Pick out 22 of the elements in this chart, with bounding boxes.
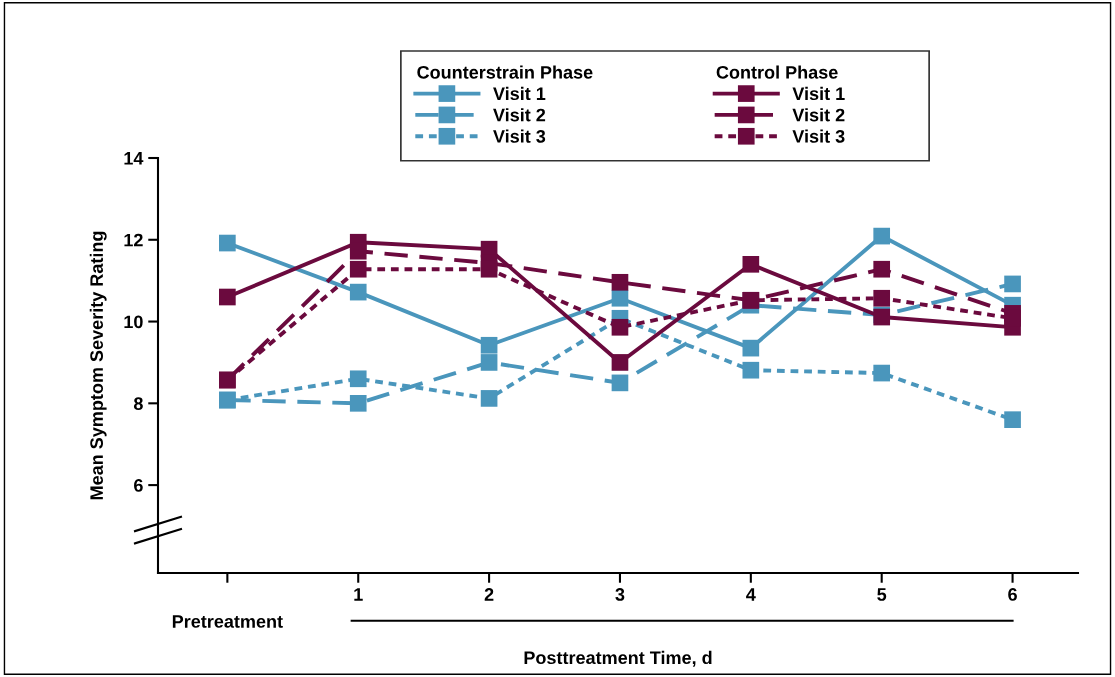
x-tick-label: 6 xyxy=(1008,588,1017,601)
y-tick-label: 14 xyxy=(124,152,144,165)
x-tick-label: 1 xyxy=(354,588,363,601)
x-axis-title: Posttreatment Time, d xyxy=(524,650,712,667)
x-tick-label: 5 xyxy=(877,588,887,601)
legend-label: Visit 2 xyxy=(792,108,845,122)
x-tick-label: 2 xyxy=(484,588,494,601)
legend-label: Visit 1 xyxy=(493,86,546,101)
y-tick-label: 8 xyxy=(133,397,143,411)
legend-label: Visit 1 xyxy=(792,86,845,101)
text: Counterstrain Phase xyxy=(417,65,593,79)
legend-label: Visit 3 xyxy=(792,129,845,143)
x-tick-label: Pretreatment xyxy=(172,615,283,628)
text: Control Phase xyxy=(716,65,838,79)
y-tick-label: 10 xyxy=(124,315,143,329)
y-tick-label: 12 xyxy=(124,233,143,247)
legend-label: Visit 3 xyxy=(493,129,546,143)
y-axis-title: Mean Symptom Severity Rating xyxy=(89,231,107,500)
legend-label: Visit 2 xyxy=(493,108,546,122)
x-tick-label: 4 xyxy=(746,588,756,601)
x-tick-label: 3 xyxy=(615,588,625,601)
y-tick-label: 6 xyxy=(134,479,143,492)
